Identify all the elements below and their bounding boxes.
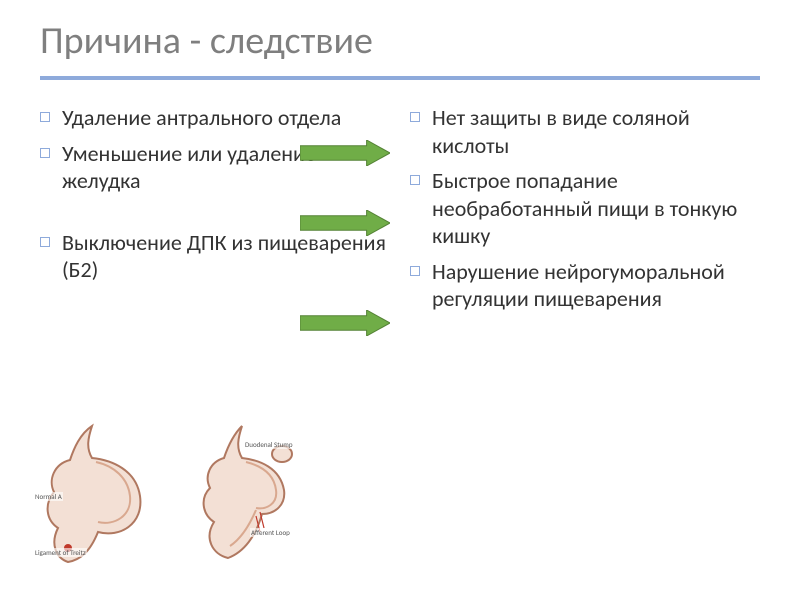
bullet-marker-icon: [410, 112, 420, 122]
bullet-marker-icon: [40, 148, 50, 158]
bullet-marker-icon: [40, 112, 50, 122]
causes-column: Удаление антрального отдела Уменьшение ил…: [40, 104, 390, 321]
effects-column: Нет защиты в виде соляной кислоты Быстрое…: [410, 104, 760, 321]
bullet-item-effect-0: Нет защиты в виде соляной кислоты: [410, 104, 760, 159]
bullet-text: Нарушение нейрогуморальной регуляции пищ…: [432, 258, 760, 313]
bullet-item-effect-1: Быстрое попадание необработанный пищи в …: [410, 167, 760, 250]
anatomy-label-left-1: Ligament of Treitz: [34, 548, 87, 557]
bullet-item-cause-2: Выключение ДПК из пищеварения (Б2): [40, 229, 390, 284]
slide-title: Причина - следствие: [40, 18, 760, 64]
billroth2-anatomy-figure: Duodenal Stump Afferent Loop: [190, 420, 320, 570]
normal-anatomy-figure: Normal ALigament of Treitz: [40, 420, 170, 570]
bullet-text: Уменьшение или удаление желудка: [62, 140, 390, 195]
anatomy-label-right-0: Duodenal Stump: [244, 440, 294, 449]
anatomy-label-left-0: Normal A: [34, 492, 63, 501]
bullet-text: Быстрое попадание необработанный пищи в …: [432, 167, 760, 250]
bullet-item-cause-0: Удаление антрального отдела: [40, 104, 390, 132]
bullet-item-cause-1: Уменьшение или удаление желудка: [40, 140, 390, 195]
spacer: [40, 203, 390, 229]
bullet-marker-icon: [410, 175, 420, 185]
anatomy-label-right-1: Afferent Loop: [250, 528, 291, 537]
bullet-text: Удаление антрального отдела: [62, 104, 341, 132]
content-columns: Удаление антрального отдела Уменьшение ил…: [0, 80, 800, 321]
bullet-text: Выключение ДПК из пищеварения (Б2): [62, 229, 390, 284]
anatomy-illustrations: Normal ALigament of Treitz Duodenal Stum…: [40, 420, 320, 570]
bullet-marker-icon: [40, 237, 50, 247]
bullet-item-effect-2: Нарушение нейрогуморальной регуляции пищ…: [410, 258, 760, 313]
bullet-text: Нет защиты в виде соляной кислоты: [432, 104, 760, 159]
bullet-marker-icon: [410, 266, 420, 276]
